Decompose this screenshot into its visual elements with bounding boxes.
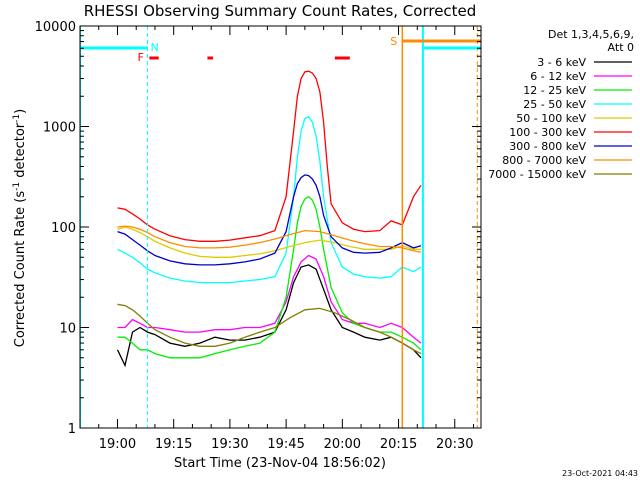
x-axis: 19:00 19:15 19:30 19:45 20:00 20:15 20:30: [79, 26, 475, 452]
y-label-main: Corrected Count Rate (s: [13, 191, 28, 348]
y-label-sup1: -1: [12, 182, 22, 191]
y-axis-label: Corrected Count Rate (s-1 detector-1): [12, 109, 28, 347]
x-tick-label: 20:30: [436, 437, 473, 452]
y-tick-label: 10: [59, 322, 76, 337]
legend-entry: 300 - 800 keV: [509, 140, 586, 153]
legend-entry: 12 - 25 keV: [523, 84, 586, 97]
y-axis: 1 10 100 1000 10000: [35, 20, 481, 437]
y-label-mid: detector: [13, 122, 28, 182]
night-marker-label: N: [150, 41, 158, 54]
plot-markers: NF S: [80, 26, 481, 428]
series-line: [117, 70, 422, 242]
legend-entry: 6 - 12 keV: [530, 70, 586, 83]
x-axis-label: Start Time (23-Nov-04 18:56:02): [174, 456, 386, 471]
series-line: [116, 264, 422, 368]
legend-entry: 7000 - 15000 keV: [488, 168, 586, 181]
y-label-end: ): [13, 109, 28, 114]
flare-marker-label: F: [137, 51, 143, 64]
x-tick-label: 19:15: [155, 437, 192, 452]
legend-entry: 100 - 300 keV: [509, 126, 586, 139]
y-tick-label: 1: [68, 422, 76, 437]
series-line: [117, 174, 422, 266]
series-line: [117, 254, 422, 344]
footer-timestamp: 23-Oct-2021 04:43: [562, 469, 638, 478]
y-tick-label: 100: [51, 221, 76, 236]
series-line: [117, 225, 422, 253]
legend-entry: 3 - 6 keV: [537, 56, 586, 69]
y-tick-label: 10000: [35, 20, 76, 35]
plot-data: [116, 70, 422, 368]
legend-header-2: Att 0: [608, 41, 634, 54]
saa-marker-label: S: [390, 35, 397, 48]
legend-entry: 25 - 50 keV: [523, 98, 586, 111]
y-tick-label: 1000: [43, 121, 76, 136]
x-tick-label: 19:00: [99, 437, 136, 452]
x-tick-label: 20:00: [324, 437, 361, 452]
x-tick-label: 20:15: [380, 437, 417, 452]
series-line: [117, 115, 422, 284]
x-tick-label: 19:30: [211, 437, 248, 452]
x-tick-label: 19:45: [267, 437, 304, 452]
legend-entry: 800 - 7000 keV: [502, 154, 586, 167]
legend-header-1: Det 1,3,4,5,6,9,: [548, 28, 634, 41]
plot-frame: [79, 25, 482, 429]
chart-title: RHESSI Observing Summary Count Rates, Co…: [84, 2, 477, 20]
y-label-sup2: -1: [12, 114, 22, 123]
legend-entry: 50 - 100 keV: [516, 112, 586, 125]
